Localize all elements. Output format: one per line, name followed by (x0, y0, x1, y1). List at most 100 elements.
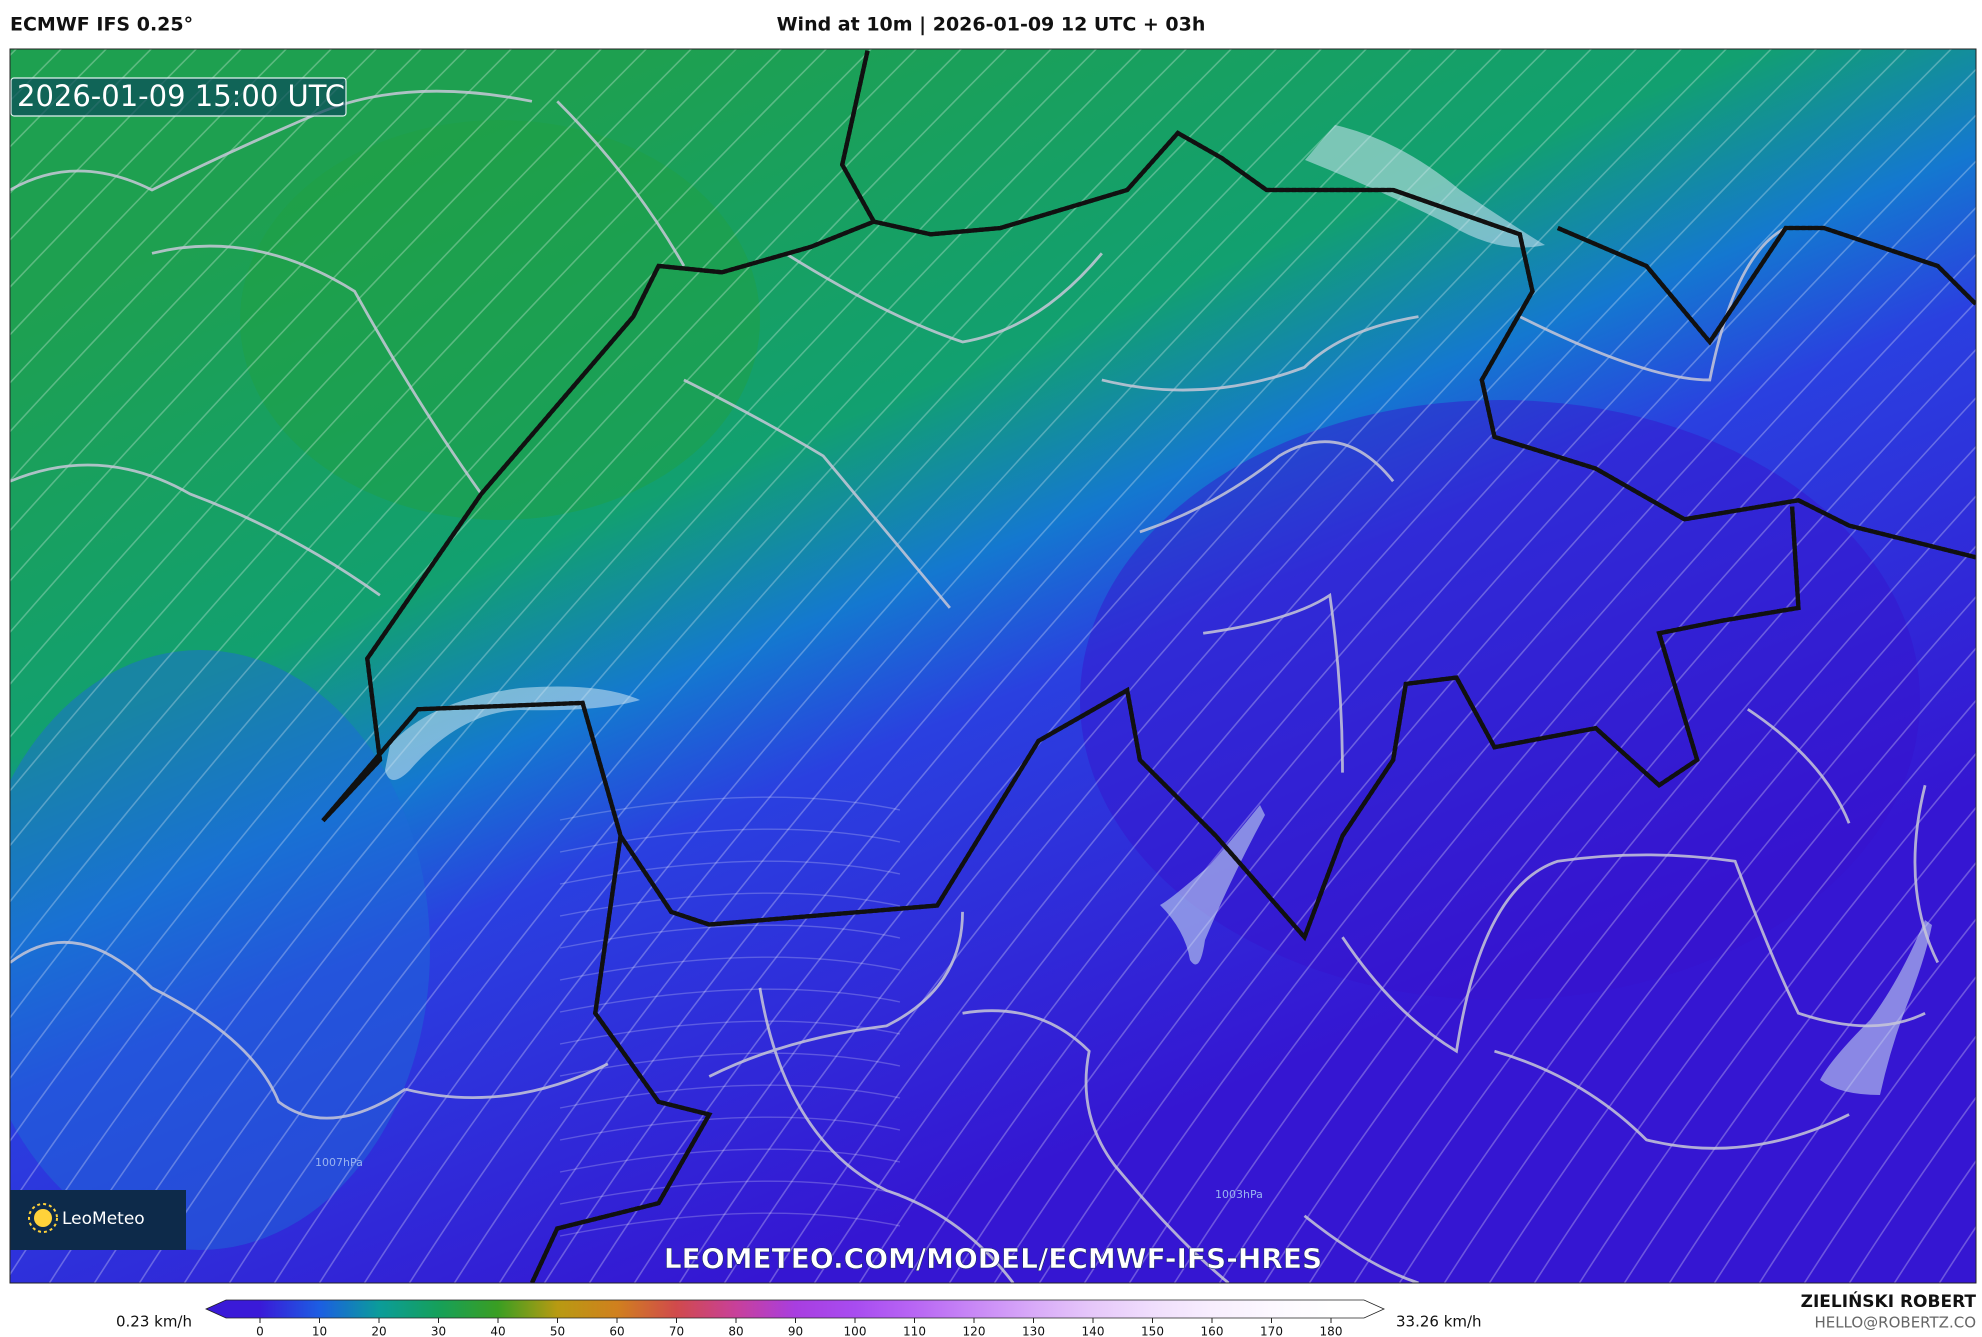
lake (1820, 920, 1932, 1095)
streamline (453, 49, 1503, 1283)
model-name: ECMWF IFS 0.25° (10, 14, 193, 36)
country-borders (323, 51, 1976, 1283)
streamline (10, 49, 693, 793)
streamline (10, 49, 288, 336)
streamline (813, 49, 1863, 1283)
colorbar-tick-label: 30 (431, 1325, 446, 1337)
streamline (1668, 861, 1976, 1283)
streamline (1083, 206, 1976, 1283)
wind-field-blob (240, 120, 760, 520)
streamline (10, 49, 333, 384)
lake (1305, 125, 1545, 248)
streamline (10, 49, 648, 739)
streamline (1803, 1035, 1976, 1283)
colorbar-tick-label: 110 (903, 1325, 926, 1337)
streamline (273, 49, 1323, 1283)
colorbar-tick-label: 50 (550, 1325, 565, 1337)
colorbar-tick-label: 20 (371, 1325, 386, 1337)
streamline (559, 1180, 901, 1205)
timestamp: 2026-01-09 15:00 UTC (17, 79, 345, 113)
streamline (10, 49, 198, 242)
streamline (559, 1148, 901, 1173)
colorbar-min: 0.23 km/h (116, 1313, 192, 1331)
streamline (10, 49, 423, 482)
streamline (10, 49, 243, 289)
regional-borders (10, 89, 1939, 1283)
streamline (10, 49, 963, 1143)
streamline (498, 49, 1548, 1283)
streamline (10, 49, 918, 1080)
colorbar-tick-label: 130 (1022, 1325, 1045, 1337)
logo-rays (28, 1203, 58, 1233)
logo-text: LeoMeteo (62, 1209, 145, 1229)
colorbar-tick-label: 180 (1320, 1325, 1343, 1337)
map-frame (9, 48, 1977, 1284)
streamline (543, 49, 1593, 1283)
colorbar-max: 33.26 km/h (1396, 1313, 1482, 1331)
streamline (228, 49, 1278, 1283)
streamline (678, 49, 1728, 1283)
streamline (10, 49, 738, 847)
streamline (1533, 699, 1976, 1283)
wind-field-blob (10, 650, 430, 1250)
streamline (559, 988, 901, 1013)
streamline (559, 828, 901, 853)
colorbar-tick-label: 160 (1201, 1325, 1224, 1337)
author: ZIELIŃSKI ROBERT (1801, 1290, 1977, 1312)
lake (1160, 805, 1265, 965)
streamline (1398, 544, 1976, 1283)
streamline (1848, 1096, 1976, 1283)
streamline (1353, 494, 1976, 1283)
watermark: LEOMETEO.COM/MODEL/ECMWF-IFS-HRES (664, 1242, 1322, 1275)
streamline (723, 49, 1773, 1283)
streamline (1578, 752, 1976, 1283)
streamline (559, 1084, 901, 1109)
colorbar-tick-label: 0 (256, 1325, 264, 1337)
streamline (1623, 806, 1976, 1283)
colorbar-tick-label: 90 (788, 1325, 803, 1337)
colorbar-tick-label: 100 (844, 1325, 867, 1337)
map-title: Wind at 10m | 2026-01-09 12 UTC + 03h (777, 14, 1206, 36)
streamline (559, 1116, 901, 1141)
streamline (10, 49, 378, 433)
timestamp-box (10, 77, 347, 117)
logo-sun (34, 1209, 52, 1227)
streamline (1443, 595, 1976, 1283)
streamline (1758, 975, 1976, 1283)
streamline (10, 49, 783, 903)
streamline (768, 49, 1818, 1283)
email: HELLO@ROBERTZ.CO (1814, 1314, 1976, 1332)
colorbar-tick-label: 140 (1082, 1325, 1105, 1337)
colorbar-tick-label: 70 (669, 1325, 684, 1337)
colorbar-tick-label: 40 (490, 1325, 505, 1337)
streamline (363, 49, 1413, 1283)
streamline (408, 49, 1458, 1283)
colorbar-tick-label: 170 (1260, 1325, 1283, 1337)
colorbar-tick-label: 80 (728, 1325, 743, 1337)
isobar-label: 1007hPa (315, 1156, 363, 1169)
streamline (559, 1212, 901, 1237)
streamline (0, 0, 1055, 1290)
streamline (318, 49, 1368, 1283)
streamline (10, 49, 873, 1020)
streamline (10, 49, 468, 532)
colorbar-tick-label: 120 (963, 1325, 986, 1337)
streamline (1173, 300, 1976, 1283)
wind-field-blob (1080, 400, 1920, 1000)
streamline (10, 49, 558, 634)
colorbar-tick-label: 10 (312, 1325, 327, 1337)
streamline (993, 113, 1976, 1283)
colorbar (205, 1299, 1385, 1319)
streamline (1488, 647, 1976, 1283)
streamline (559, 1052, 901, 1077)
streamline (559, 956, 901, 981)
streamline (559, 860, 901, 885)
colorbar-tick-label: 60 (609, 1325, 624, 1337)
streamline (858, 49, 1908, 1283)
streamline (10, 49, 828, 961)
colorbar-tick-label: 150 (1141, 1325, 1164, 1337)
streamline (10, 49, 513, 583)
streamline (10, 49, 603, 686)
